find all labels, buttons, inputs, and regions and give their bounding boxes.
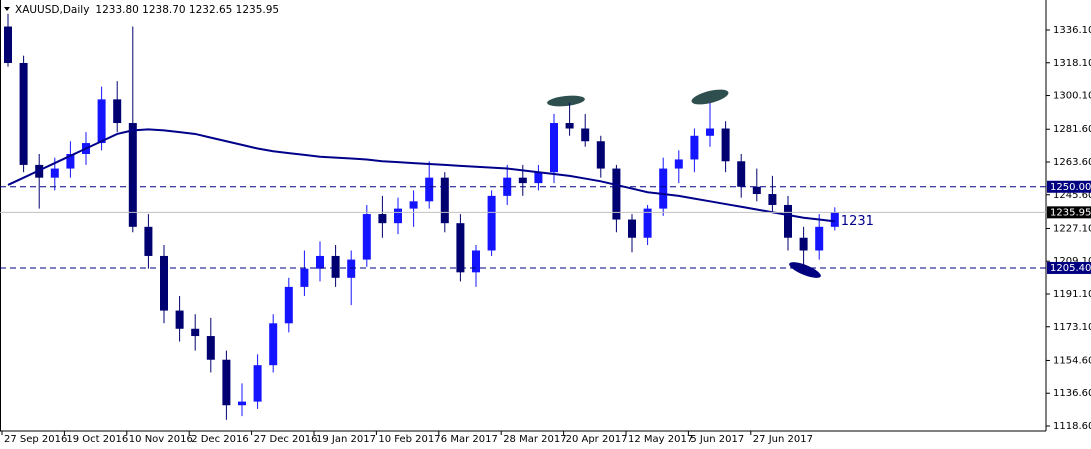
- candle-body: [706, 128, 714, 136]
- y-tick-label: 1300.10: [1053, 91, 1091, 102]
- candle-body: [191, 328, 200, 337]
- x-tick-label: 5 Jun 2017: [690, 434, 744, 445]
- candle-body: [550, 123, 558, 173]
- candle-body: [300, 268, 309, 287]
- y-tick-label: 1154.60: [1053, 355, 1091, 366]
- candle-body: [175, 310, 184, 329]
- candle-body: [565, 123, 574, 129]
- y-tick-label: 1245.60: [1053, 190, 1091, 201]
- candle-body: [284, 286, 293, 324]
- y-tick-label: 1227.10: [1053, 223, 1091, 234]
- y-tick-label: 1263.60: [1053, 157, 1091, 168]
- candle-body: [206, 336, 215, 360]
- y-tick-label: 1336.10: [1053, 25, 1091, 36]
- candle-body: [128, 123, 137, 227]
- x-tick-label: 12 May 2017: [628, 434, 693, 445]
- candle-body: [752, 186, 761, 195]
- candle-body: [19, 62, 28, 165]
- candle-body: [643, 208, 652, 238]
- candle-body: [784, 204, 792, 238]
- candle-body: [409, 201, 418, 209]
- candle-body: [737, 161, 746, 187]
- level-label: 1235.95: [1050, 207, 1091, 218]
- candle-body: [612, 168, 621, 220]
- level-label-box: [1047, 206, 1091, 219]
- x-tick-label: 27 Jun 2017: [753, 434, 813, 445]
- x-tick-label: 27 Sep 2016: [4, 434, 67, 445]
- chart-title: XAUUSD,Daily: [15, 4, 89, 16]
- candle-body: [4, 26, 12, 63]
- candle-body: [253, 365, 262, 402]
- candle-body: [362, 214, 371, 260]
- candle-body: [628, 219, 636, 238]
- x-tick-label: 10 Feb 2017: [378, 434, 440, 445]
- candle-body: [456, 223, 465, 273]
- candle-body: [269, 323, 278, 366]
- x-tick-label: 20 Apr 2017: [566, 434, 628, 445]
- candle-body: [518, 177, 527, 184]
- x-tick-label: 10 Nov 2016: [129, 434, 193, 445]
- x-tick-label: 19 Oct 2016: [66, 434, 128, 445]
- x-tick-label: 28 Mar 2017: [503, 434, 566, 445]
- level-label: 1250.00: [1050, 182, 1091, 193]
- y-tick-label: 1318.10: [1053, 58, 1091, 69]
- annotation: 1231: [841, 214, 874, 229]
- candle-body: [768, 194, 777, 205]
- candle-body: [425, 177, 434, 202]
- candle-body: [472, 250, 480, 273]
- candle-body: [394, 208, 402, 224]
- level-label-box: [1047, 261, 1091, 274]
- x-tick-label: 2 Dec 2016: [191, 434, 249, 445]
- y-tick-label: 1209.10: [1053, 256, 1091, 267]
- x-tick-label: 6 Mar 2017: [441, 434, 498, 445]
- level-label-box: [1047, 180, 1091, 193]
- candle-body: [160, 255, 168, 311]
- candle-body: [331, 255, 340, 278]
- marker-ellipse: [691, 89, 729, 105]
- candle-body: [97, 99, 106, 144]
- y-tick-label: 1136.60: [1053, 388, 1091, 399]
- y-tick-label: 1118.60: [1053, 421, 1091, 432]
- x-tick-label: 19 Jan 2017: [316, 434, 376, 445]
- level-label: 1205.40: [1050, 263, 1091, 274]
- candle-body: [66, 153, 75, 169]
- candle-body: [347, 259, 356, 278]
- candle-body: [503, 177, 512, 196]
- candle-body: [830, 212, 839, 227]
- marker-ellipse: [547, 95, 585, 107]
- y-tick-label: 1281.60: [1053, 124, 1091, 135]
- candle-body: [534, 172, 543, 184]
- chart-header: XAUUSD,Daily 1233.80 1238.70 1232.65 1235…: [15, 4, 279, 16]
- candle-body: [378, 214, 387, 224]
- candle-body: [440, 177, 449, 224]
- y-tick-label: 1173.10: [1053, 322, 1091, 333]
- candle-body: [144, 226, 153, 256]
- candle-body: [799, 237, 808, 251]
- moving-average: [7, 128, 835, 223]
- chart-subtitle: 1233.80 1238.70 1232.65 1235.95: [95, 4, 279, 16]
- x-tick-label: 27 Dec 2016: [254, 434, 318, 445]
- candle-body: [50, 168, 59, 178]
- candle-body: [316, 255, 324, 269]
- candle-body: [674, 159, 683, 169]
- marker-ellipse: [789, 262, 821, 278]
- menu-triangle: [4, 7, 10, 11]
- candle-body: [690, 135, 699, 160]
- candle-body: [815, 226, 824, 251]
- candle-body: [238, 401, 246, 406]
- candle-body: [487, 195, 496, 251]
- candle-body: [113, 99, 122, 124]
- candle-body: [222, 359, 231, 406]
- candle-body: [659, 168, 668, 209]
- candle-body: [721, 128, 730, 162]
- y-tick-label: 1191.10: [1053, 289, 1091, 300]
- candle-body: [581, 128, 590, 142]
- candle-body: [596, 141, 605, 169]
